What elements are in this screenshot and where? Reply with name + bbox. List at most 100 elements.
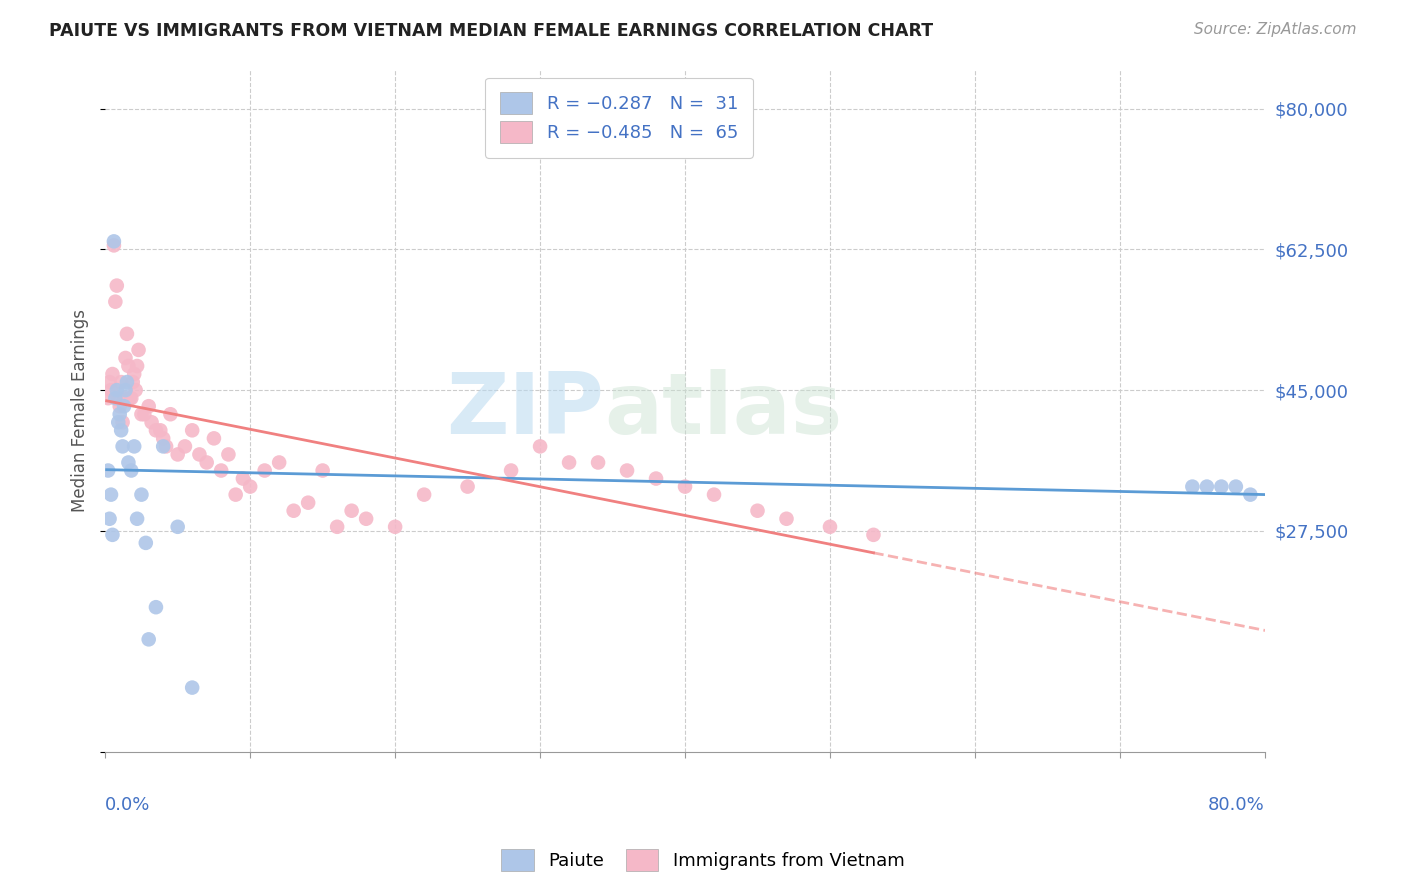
Point (101, 528, 124, 542)
Point (209, 463, 232, 477)
Point (239, 480, 262, 494)
Point (141, 415, 163, 429)
Point (120, 463, 142, 477)
Point (97, 391, 120, 405)
Point (166, 520, 188, 534)
Point (181, 423, 204, 437)
Point (103, 235, 125, 249)
Point (134, 407, 156, 421)
Point (1239, 488, 1261, 502)
Point (159, 407, 181, 421)
Point (326, 520, 349, 534)
Point (110, 375, 132, 389)
Point (112, 391, 135, 405)
Point (558, 455, 581, 469)
Point (616, 463, 638, 477)
Point (269, 455, 291, 469)
Point (188, 447, 211, 461)
Point (98, 375, 121, 389)
Point (131, 407, 153, 421)
Point (501, 463, 523, 477)
Point (121, 375, 143, 389)
Point (155, 439, 177, 453)
Point (297, 496, 319, 510)
Point (107, 415, 129, 429)
Legend: Paiute, Immigrants from Vietnam: Paiute, Immigrants from Vietnam (494, 842, 912, 879)
Point (283, 504, 305, 518)
Point (673, 480, 696, 494)
Point (166, 447, 188, 461)
Point (135, 536, 157, 550)
Point (131, 488, 153, 502)
Point (100, 383, 122, 397)
Point (703, 488, 725, 502)
Point (384, 520, 406, 534)
Point (114, 351, 136, 365)
Point (311, 463, 333, 477)
Point (105, 383, 128, 397)
Point (104, 391, 127, 405)
Point (195, 455, 218, 469)
Point (103, 238, 125, 252)
Point (117, 359, 139, 373)
Point (181, 681, 204, 695)
Point (354, 512, 377, 526)
Point (115, 375, 138, 389)
Point (232, 471, 254, 485)
Point (112, 399, 135, 413)
Point (1181, 480, 1204, 494)
Point (115, 326, 138, 341)
Point (862, 528, 884, 542)
Point (108, 407, 131, 421)
Text: 0.0%: 0.0% (105, 797, 150, 814)
Point (111, 415, 134, 429)
Point (457, 480, 479, 494)
Point (529, 439, 551, 453)
Point (127, 359, 149, 373)
Point (202, 431, 225, 445)
Text: 80.0%: 80.0% (1208, 797, 1265, 814)
Point (124, 383, 146, 397)
Point (104, 294, 127, 309)
Point (120, 391, 142, 405)
Point (138, 632, 160, 647)
Point (107, 391, 129, 405)
Point (114, 383, 136, 397)
Point (98, 512, 121, 526)
Point (145, 423, 167, 437)
Point (747, 504, 769, 518)
Point (111, 439, 134, 453)
Legend: R = −0.287   N =  31, R = −0.485   N =  65: R = −0.287 N = 31, R = −0.485 N = 65 (485, 78, 752, 158)
Text: PAIUTE VS IMMIGRANTS FROM VIETNAM MEDIAN FEMALE EARNINGS CORRELATION CHART: PAIUTE VS IMMIGRANTS FROM VIETNAM MEDIAN… (49, 22, 934, 40)
Point (775, 512, 797, 526)
Text: atlas: atlas (603, 368, 842, 451)
Point (97, 463, 120, 477)
Point (225, 488, 247, 502)
Point (105, 278, 128, 293)
Point (1195, 480, 1218, 494)
Point (128, 343, 150, 357)
Point (152, 439, 174, 453)
Point (586, 455, 609, 469)
Point (818, 520, 841, 534)
Point (127, 512, 149, 526)
Point (645, 471, 668, 485)
Point (1225, 480, 1247, 494)
Point (122, 367, 145, 381)
Point (413, 488, 436, 502)
Point (145, 600, 167, 615)
Point (108, 399, 131, 413)
Point (117, 455, 139, 469)
Point (1211, 480, 1233, 494)
Point (340, 504, 363, 518)
Point (118, 391, 141, 405)
Point (138, 399, 160, 413)
Point (174, 439, 197, 453)
Y-axis label: Median Female Earnings: Median Female Earnings (72, 309, 89, 512)
Text: Source: ZipAtlas.com: Source: ZipAtlas.com (1194, 22, 1357, 37)
Point (152, 431, 174, 445)
Point (110, 423, 132, 437)
Point (100, 488, 122, 502)
Point (253, 463, 276, 477)
Text: ZIP: ZIP (446, 368, 603, 451)
